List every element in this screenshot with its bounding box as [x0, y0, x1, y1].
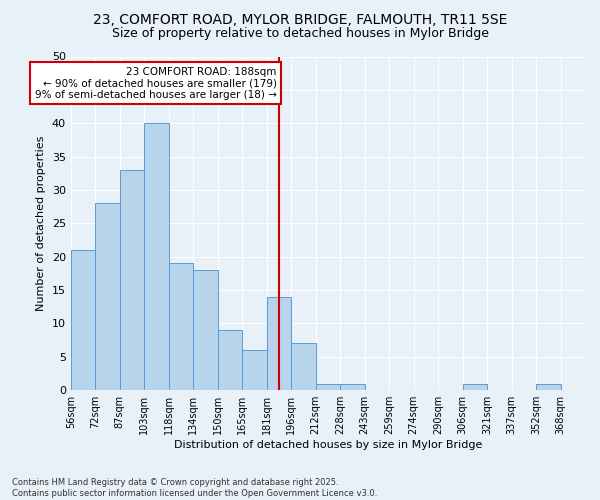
Text: 23, COMFORT ROAD, MYLOR BRIDGE, FALMOUTH, TR11 5SE: 23, COMFORT ROAD, MYLOR BRIDGE, FALMOUTH…	[93, 12, 507, 26]
Bar	[316, 384, 340, 390]
Bar	[71, 250, 95, 390]
Text: Size of property relative to detached houses in Mylor Bridge: Size of property relative to detached ho…	[112, 28, 488, 40]
Bar	[536, 384, 560, 390]
Bar	[340, 384, 365, 390]
Bar	[291, 344, 316, 390]
Bar	[218, 330, 242, 390]
Text: 23 COMFORT ROAD: 188sqm
← 90% of detached houses are smaller (179)
9% of semi-de: 23 COMFORT ROAD: 188sqm ← 90% of detache…	[35, 66, 277, 100]
X-axis label: Distribution of detached houses by size in Mylor Bridge: Distribution of detached houses by size …	[174, 440, 482, 450]
Bar	[463, 384, 487, 390]
Bar	[169, 264, 193, 390]
Bar	[242, 350, 267, 390]
Bar	[193, 270, 218, 390]
Bar	[145, 123, 169, 390]
Bar	[120, 170, 145, 390]
Bar	[95, 204, 120, 390]
Bar	[267, 297, 291, 390]
Y-axis label: Number of detached properties: Number of detached properties	[37, 136, 46, 311]
Text: Contains HM Land Registry data © Crown copyright and database right 2025.
Contai: Contains HM Land Registry data © Crown c…	[12, 478, 377, 498]
